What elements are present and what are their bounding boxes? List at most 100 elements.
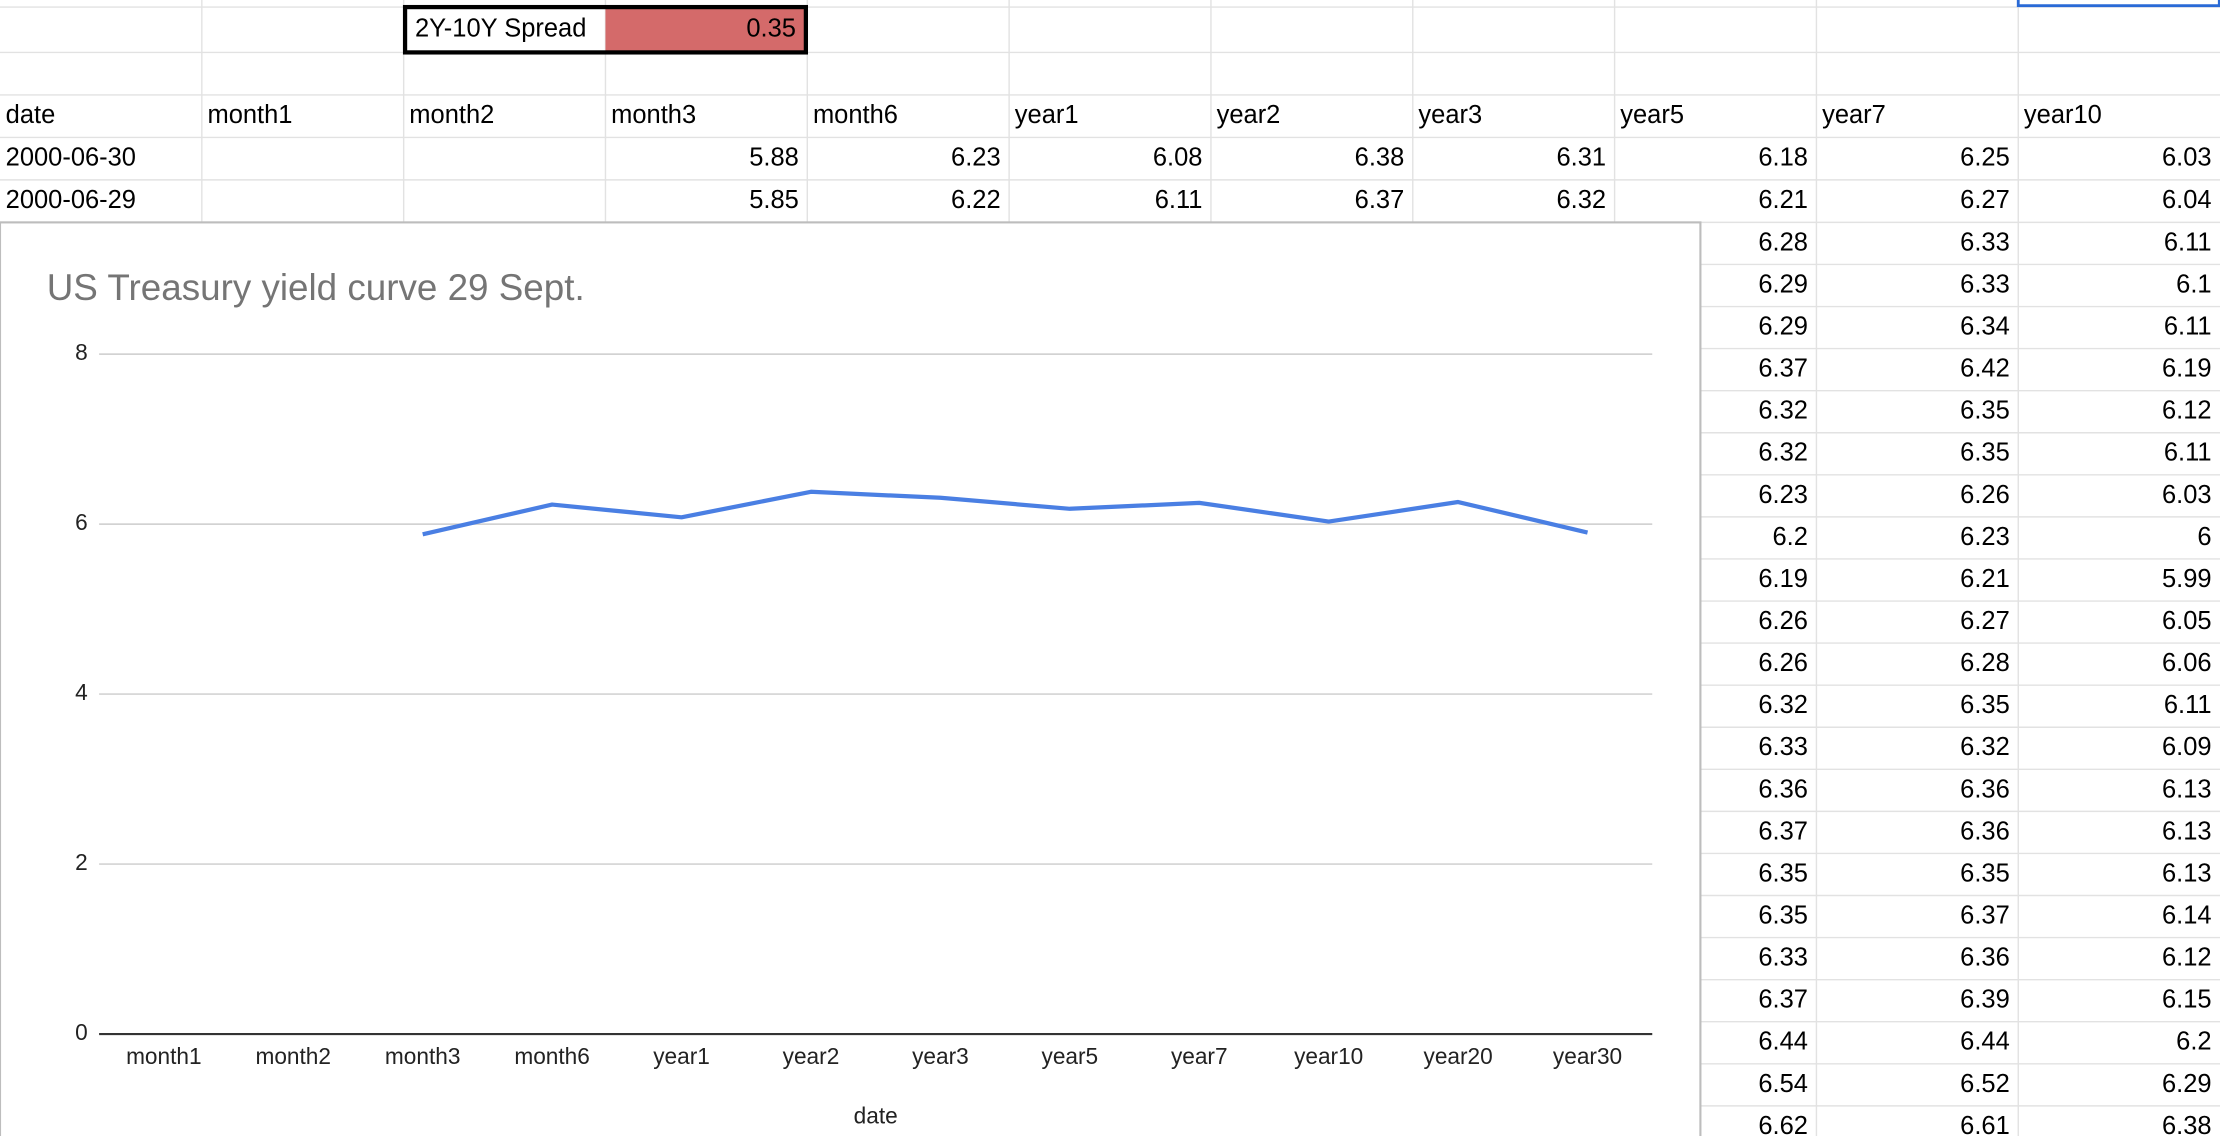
cell-value[interactable]: 6.28 (1960, 649, 2010, 677)
cell-value[interactable]: 6.62 (1758, 1112, 1808, 1136)
cell-value[interactable]: 6.35 (1960, 439, 2010, 467)
cell-value[interactable]: 6.2 (2176, 1028, 2211, 1056)
cell-value[interactable]: 6.03 (2162, 481, 2212, 509)
cell-value[interactable]: 6.35 (1758, 901, 1808, 929)
cell-value[interactable]: 6.33 (1758, 733, 1808, 761)
column-header[interactable]: month3 (611, 101, 696, 129)
cell-value[interactable]: 6.18 (1758, 143, 1808, 171)
cell-value[interactable]: 6.03 (2162, 143, 2212, 171)
cell-value[interactable]: 6.42 (1960, 355, 2010, 383)
cell-value[interactable]: 6.29 (2162, 1070, 2212, 1098)
cell-value[interactable]: 6.32 (1960, 733, 2010, 761)
cell-value[interactable]: 6.11 (2164, 313, 2212, 341)
cell-value[interactable]: 6.38 (2162, 1112, 2212, 1136)
cell-value[interactable]: 6.29 (1758, 270, 1808, 298)
cell-value[interactable]: 6.25 (1960, 143, 2010, 171)
cell-value[interactable]: 6.32 (1557, 186, 1607, 214)
cell-value[interactable]: 6.32 (1758, 691, 1808, 719)
cell-value[interactable]: 6.36 (1960, 775, 2010, 803)
column-header[interactable]: month6 (813, 101, 898, 129)
column-header[interactable]: year1 (1015, 101, 1079, 129)
cell-value[interactable]: 6.06 (2162, 649, 2212, 677)
cell-value[interactable]: 6.37 (1758, 986, 1808, 1014)
cell-value[interactable]: 6.23 (1960, 523, 2010, 551)
cell-value[interactable]: 6.36 (1960, 944, 2010, 972)
chart-area[interactable] (0, 221, 1702, 1136)
cell-value[interactable]: 5.88 (749, 143, 799, 171)
cell-value[interactable]: 6.14 (2162, 901, 2212, 929)
cell-value[interactable]: 6.2 (1773, 523, 1808, 551)
cell-value[interactable]: 5.99 (2162, 565, 2212, 593)
cell-value[interactable]: 6.27 (1960, 607, 2010, 635)
cell-value[interactable]: 5.85 (749, 186, 799, 214)
column-header[interactable]: year2 (1217, 101, 1281, 129)
cell-value[interactable]: 6.39 (1960, 986, 2010, 1014)
cell-value[interactable]: 6.35 (1960, 859, 2010, 887)
spread-label: 2Y-10Y Spread (415, 14, 586, 42)
cell-value[interactable]: 6.34 (1960, 313, 2010, 341)
cell-value[interactable]: 6.27 (1960, 186, 2010, 214)
cell-value[interactable]: 6.11 (1155, 186, 1203, 214)
cell-value[interactable]: 6.32 (1758, 397, 1808, 425)
cell-value[interactable]: 6.19 (2162, 355, 2212, 383)
column-header[interactable]: month2 (409, 101, 494, 129)
cell-value[interactable]: 6.36 (1758, 775, 1808, 803)
cell-value[interactable]: 6 (2197, 523, 2211, 551)
column-header[interactable]: month1 (207, 101, 292, 129)
cell-value[interactable]: 6.11 (2164, 691, 2212, 719)
cell-value[interactable]: 6.23 (1758, 481, 1808, 509)
cell-value[interactable]: 6.35 (1960, 691, 2010, 719)
x-tick-label: year30 (1553, 1043, 1622, 1069)
cell-value[interactable]: 6.33 (1960, 270, 2010, 298)
cell-value[interactable]: 6.44 (1960, 1028, 2010, 1056)
cell-date[interactable]: 2000-06-30 (6, 143, 136, 171)
cell-value[interactable]: 6.13 (2162, 859, 2212, 887)
cell-value[interactable]: 6.15 (2162, 986, 2212, 1014)
cell-value[interactable]: 6.31 (1557, 143, 1607, 171)
cell-value[interactable]: 6.28 (1758, 228, 1808, 256)
cell-value[interactable]: 6.29 (1758, 313, 1808, 341)
cell-value[interactable]: 6.37 (1355, 186, 1405, 214)
cell-value[interactable]: 6.26 (1960, 481, 2010, 509)
column-header[interactable]: date (6, 101, 56, 129)
cell-value[interactable]: 6.38 (1355, 143, 1405, 171)
cell-value[interactable]: 6.11 (2164, 228, 2212, 256)
cell-value[interactable]: 6.61 (1960, 1112, 2010, 1136)
cell-value[interactable]: 6.36 (1960, 817, 2010, 845)
cell-value[interactable]: 6.04 (2162, 186, 2212, 214)
column-header[interactable]: year10 (2024, 101, 2102, 129)
cell-value[interactable]: 6.37 (1758, 355, 1808, 383)
cell-value[interactable]: 6.35 (1758, 859, 1808, 887)
column-header[interactable]: year7 (1822, 101, 1886, 129)
cell-value[interactable]: 6.05 (2162, 607, 2212, 635)
cell-value[interactable]: 6.13 (2162, 817, 2212, 845)
cell-value[interactable]: 6.35 (1960, 397, 2010, 425)
cell-value[interactable]: 6.1 (2176, 270, 2211, 298)
cell-value[interactable]: 6.23 (951, 143, 1001, 171)
cell-value[interactable]: 6.13 (2162, 775, 2212, 803)
cell-value[interactable]: 6.37 (1960, 901, 2010, 929)
cell-value[interactable]: 6.22 (951, 186, 1001, 214)
cell-value[interactable]: 6.12 (2162, 397, 2212, 425)
cell-value[interactable]: 6.37 (1758, 817, 1808, 845)
cell-date[interactable]: 2000-06-29 (6, 186, 136, 214)
cell-value[interactable]: 6.11 (2164, 439, 2212, 467)
cell-value[interactable]: 6.52 (1960, 1070, 2010, 1098)
column-header[interactable]: year3 (1418, 101, 1482, 129)
cell-value[interactable]: 6.19 (1758, 565, 1808, 593)
cell-value[interactable]: 6.09 (2162, 733, 2212, 761)
cell-value[interactable]: 6.21 (1960, 565, 2010, 593)
cell-value[interactable]: 6.33 (1960, 228, 2010, 256)
cell-value[interactable]: 6.32 (1758, 439, 1808, 467)
cell-value[interactable]: 6.21 (1758, 186, 1808, 214)
cell-value[interactable]: 6.26 (1758, 649, 1808, 677)
cell-value[interactable]: 6.44 (1758, 1028, 1808, 1056)
cell-value[interactable]: 6.12 (2162, 944, 2212, 972)
cell-value[interactable]: 6.08 (1153, 143, 1203, 171)
cell-value[interactable]: 6.26 (1758, 607, 1808, 635)
cell-value[interactable]: 6.33 (1758, 944, 1808, 972)
series-line (422, 489, 1589, 537)
column-header[interactable]: year5 (1620, 101, 1684, 129)
cell-value[interactable]: 6.54 (1758, 1070, 1808, 1098)
